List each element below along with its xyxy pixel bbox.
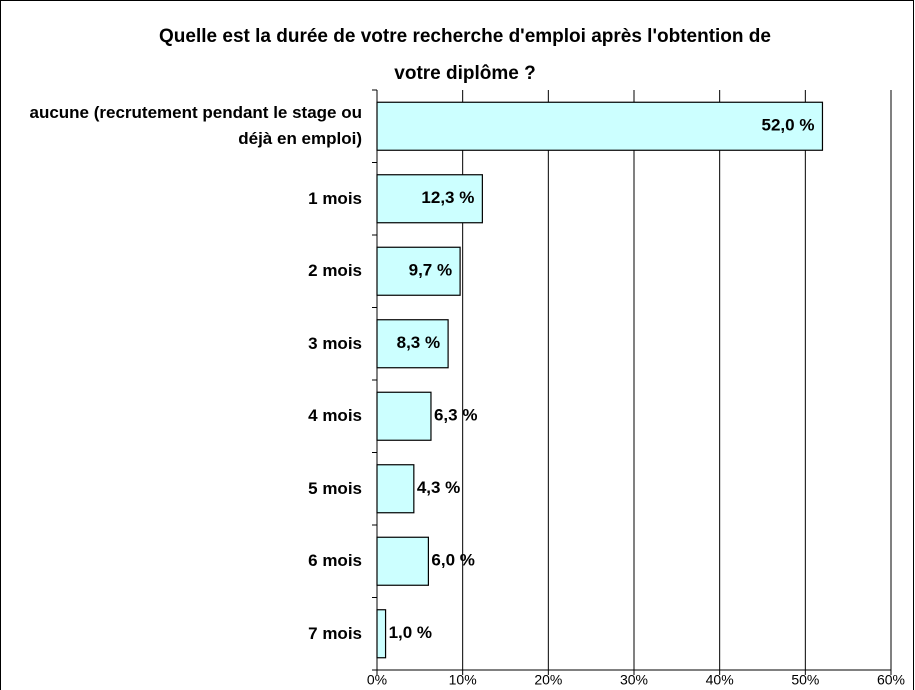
x-tick-label: 20%: [534, 672, 562, 688]
bar: [376, 536, 430, 586]
data-label: 6,0 %: [431, 551, 474, 570]
chart-title: Quelle est la durée de votre recherche d…: [159, 26, 771, 84]
data-label: 9,7 %: [409, 261, 452, 280]
category-label: aucune (recrutement pendant le stage ou …: [29, 103, 362, 149]
data-label: 6,3 %: [434, 406, 477, 425]
data-label: 8,3 %: [397, 333, 440, 352]
bar: [376, 464, 415, 514]
x-tick-label: 50%: [791, 672, 819, 688]
category-label: 4 mois: [308, 406, 362, 426]
data-label: 1,0 %: [389, 623, 432, 642]
x-tick-label: 40%: [706, 672, 734, 688]
category-label: 5 mois: [308, 478, 362, 498]
bar: [376, 609, 387, 659]
bar: [376, 246, 461, 296]
category-label: 6 mois: [308, 551, 362, 571]
category-label: 3 mois: [308, 333, 362, 353]
bar: [376, 391, 432, 441]
bar: [376, 101, 824, 151]
x-tick-label: 0%: [367, 672, 387, 688]
x-tick-label: 60%: [877, 672, 905, 688]
x-tick-label: 10%: [449, 672, 477, 688]
category-label: 1 mois: [308, 188, 362, 208]
category-label: 7 mois: [308, 623, 362, 643]
bar: [376, 319, 449, 369]
category-label: 2 mois: [308, 261, 362, 281]
data-label: 4,3 %: [417, 478, 460, 497]
data-label: 52,0 %: [762, 116, 815, 135]
bar: [376, 174, 483, 224]
data-label: 12,3 %: [421, 188, 474, 207]
x-tick-label: 30%: [620, 672, 648, 688]
